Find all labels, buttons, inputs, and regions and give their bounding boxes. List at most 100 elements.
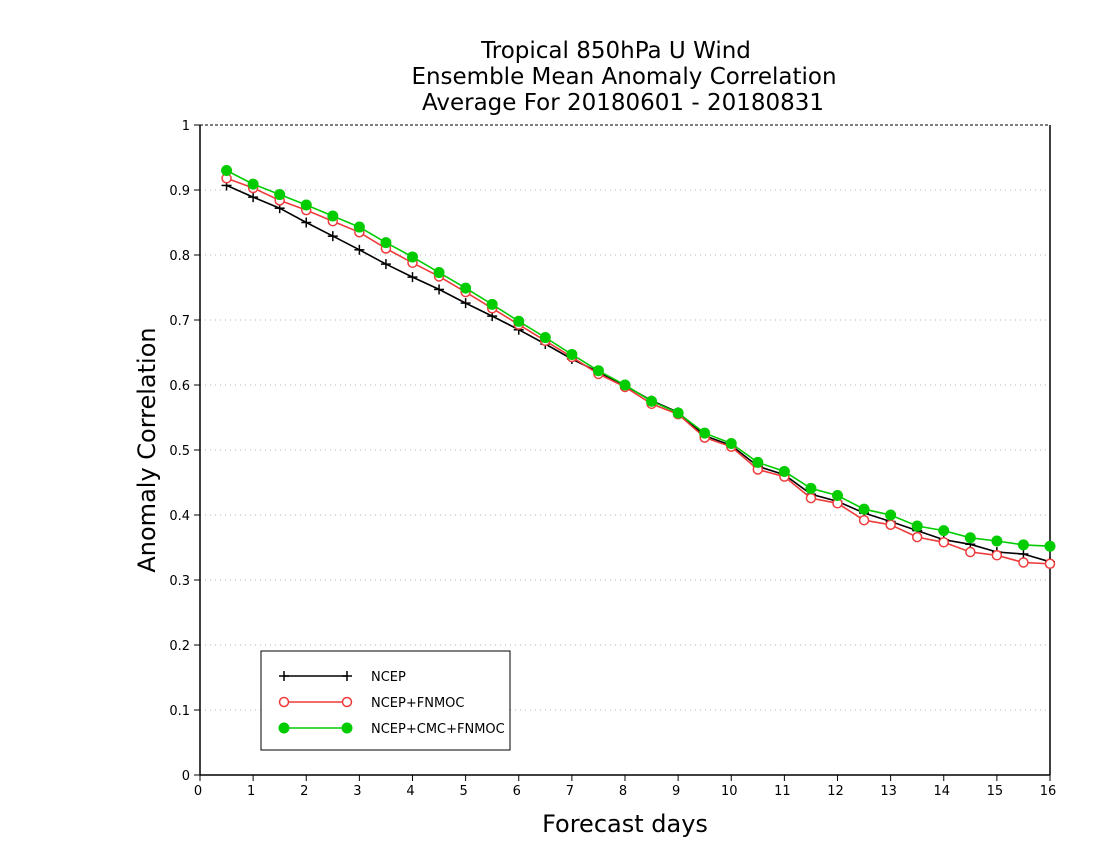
series-2-point-0 — [221, 165, 233, 176]
series-1 — [221, 173, 1056, 569]
series-2-point-2 — [274, 189, 286, 201]
legend-marker-a-0 — [279, 671, 289, 681]
series-1-point-27 — [938, 537, 949, 548]
x-tick-label-16: 16 — [1040, 784, 1057, 799]
series-2-point-23 — [832, 490, 843, 501]
x-tick-label-8: 8 — [619, 784, 627, 799]
legend-marker-b-2 — [341, 722, 353, 734]
series-0-point-4 — [327, 231, 338, 242]
series-2-point-29 — [991, 535, 1003, 547]
series-2-point-3 — [300, 199, 312, 211]
x-tick-label-6: 6 — [513, 784, 521, 799]
y-axis-label: Anomaly Correlation — [133, 327, 161, 572]
series-0 — [221, 180, 1055, 567]
gridlines — [200, 189, 1050, 711]
series-2-point-21 — [778, 465, 790, 477]
x-axis-label: Forecast days — [542, 810, 708, 838]
series-2-point-16 — [646, 395, 658, 407]
y-tick-label-4: 0.4 — [169, 509, 190, 524]
series-2-point-13 — [566, 348, 578, 360]
y-tick-label-9: 0.9 — [169, 184, 190, 199]
y-tick-label-3: 0.3 — [169, 574, 190, 589]
series-0-point-5 — [354, 244, 365, 255]
y-tick-label-1: 0.1 — [169, 704, 190, 719]
series-1-point-24 — [858, 514, 870, 526]
y-tick-label-0: 0 — [182, 769, 190, 784]
y-tick-label-8: 0.8 — [169, 249, 190, 264]
series-2-point-25 — [885, 509, 897, 521]
series-2-point-5 — [353, 221, 365, 233]
series-2-point-26 — [911, 520, 923, 532]
legend-label-1: NCEP+FNMOC — [371, 696, 464, 711]
series-2-point-31 — [1044, 540, 1056, 552]
x-tick-label-1: 1 — [247, 784, 255, 799]
series-1-point-28 — [965, 546, 976, 558]
x-tick-label-14: 14 — [933, 784, 950, 799]
y-tick-label-2: 0.2 — [169, 639, 190, 654]
series-1-point-26 — [911, 531, 923, 543]
legend-marker-b-1 — [341, 696, 353, 708]
series-2-point-7 — [407, 251, 418, 263]
series-2-point-17 — [672, 407, 684, 419]
x-tick-label-2: 2 — [300, 784, 308, 799]
y-tick-label-10: 1 — [182, 119, 190, 134]
x-tick-label-11: 11 — [774, 784, 791, 799]
x-tick-label-13: 13 — [880, 784, 897, 799]
x-tick-label-0: 0 — [194, 784, 202, 799]
title-line-1: Tropical 850hPa U Wind — [480, 38, 751, 64]
series-2-point-28 — [964, 532, 976, 544]
legend-label-2: NCEP+CMC+FNMOC — [371, 722, 505, 737]
series-1-point-31 — [1044, 558, 1056, 569]
x-tick-label-7: 7 — [566, 784, 574, 799]
series-line-2 — [226, 169, 1051, 547]
series-2-point-15 — [619, 379, 631, 391]
legend-label-0: NCEP — [371, 670, 406, 685]
x-tick-label-5: 5 — [459, 784, 467, 799]
x-tick-label-10: 10 — [721, 784, 738, 799]
series-2-point-4 — [327, 210, 339, 222]
series-2-point-1 — [247, 178, 259, 190]
series-2-point-11 — [513, 315, 525, 327]
title-line-2: Ensemble Mean Anomaly Correlation — [411, 64, 836, 90]
series-2-point-22 — [805, 482, 817, 494]
legend-marker-a-2 — [278, 722, 290, 734]
series-0-point-8 — [434, 284, 445, 295]
legend-marker-b-0 — [342, 671, 352, 681]
series-2-point-14 — [592, 365, 604, 377]
series-2-point-10 — [486, 298, 498, 310]
series-0-point-1 — [248, 192, 259, 203]
series-2-point-12 — [539, 332, 551, 344]
axes: 00.10.20.30.40.50.60.70.80.910 1 2 3 4 5 6 7 8 9 1… — [169, 119, 1056, 799]
series — [221, 165, 1056, 569]
series-1-point-29 — [991, 550, 1003, 561]
series-line-0 — [226, 184, 1051, 563]
series-2-point-6 — [380, 237, 392, 249]
chart-title: Tropical 850hPa U Wind Ensemble Mean Ano… — [411, 38, 836, 116]
series-2-point-30 — [1017, 539, 1029, 551]
series-0-point-9 — [460, 298, 471, 309]
y-tick-label-5: 0.5 — [169, 444, 190, 459]
series-1-point-25 — [885, 519, 896, 530]
series-2-point-8 — [433, 267, 445, 279]
x-tick-label-12: 12 — [827, 784, 844, 799]
y-tick-label-6: 0.6 — [169, 379, 190, 394]
title-line-3: Average For 20180601 - 20180831 — [422, 90, 824, 116]
x-tick-label-3: 3 — [353, 784, 361, 799]
series-0-point-7 — [407, 272, 418, 283]
x-tick-label-15: 15 — [987, 784, 1004, 799]
series-2-point-18 — [699, 427, 711, 439]
series-2-point-20 — [752, 456, 764, 468]
legend: NCEP NCEP+FNMOC NCEP+CMC+FNMOC — [260, 650, 511, 751]
series-1-point-22 — [805, 492, 817, 504]
x-tick-label-9: 9 — [672, 784, 680, 799]
x-tick-label-4: 4 — [406, 784, 414, 799]
series-2-point-9 — [460, 282, 472, 294]
series-2-point-27 — [938, 525, 950, 537]
series-1-point-30 — [1018, 557, 1029, 568]
legend-box — [260, 650, 511, 751]
series-0-point-6 — [380, 259, 391, 270]
legend-marker-a-1 — [278, 696, 290, 708]
series-2-point-19 — [725, 438, 737, 449]
